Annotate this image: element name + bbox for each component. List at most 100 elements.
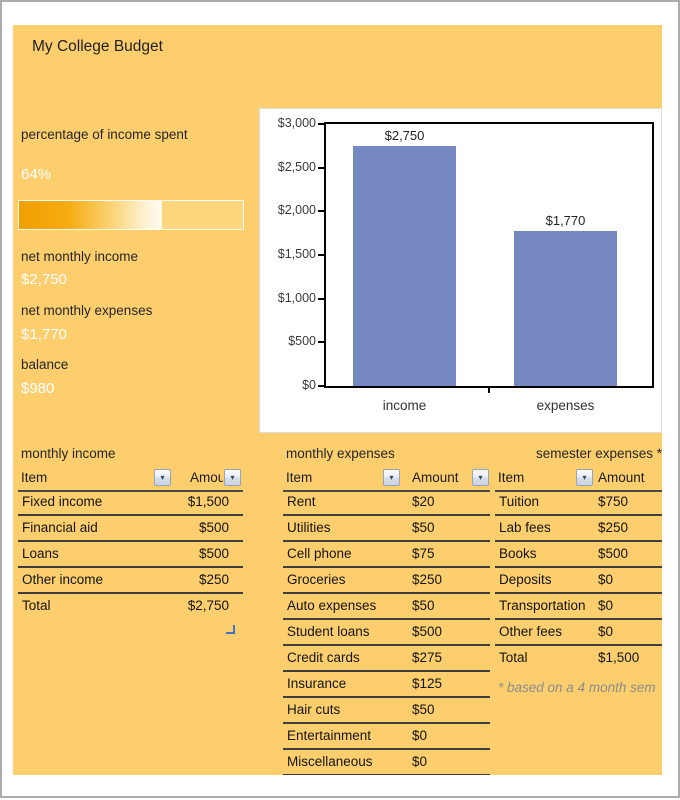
column-header-item: Item <box>286 470 313 485</box>
cell-item[interactable]: Hair cuts <box>287 702 341 717</box>
cell-item[interactable]: Credit cards <box>287 650 360 665</box>
cell-amount[interactable]: $75 <box>412 546 435 561</box>
table-row: Fixed income $1,500 <box>18 490 243 516</box>
expenses-table-rows: Rent $20 Utilities $50 Cell phone $75 Grocerie… <box>283 490 490 775</box>
kpi-income-value: $2,750 <box>21 271 67 288</box>
cell-amount[interactable]: $50 <box>412 702 435 717</box>
cell-item[interactable]: Insurance <box>287 676 347 691</box>
table-row: Auto expenses $50 <box>283 594 490 620</box>
bar-expenses <box>514 231 617 386</box>
column-header-amount: Amount <box>598 470 645 485</box>
semester-table-rows: Tuition $750 Lab fees $250 Books $500 Deposits… <box>495 490 662 672</box>
cell-amount[interactable]: $500 <box>598 546 629 561</box>
cell-item[interactable]: Utilities <box>287 520 331 535</box>
cell-amount[interactable]: $0 <box>412 728 428 743</box>
cell-item[interactable]: Total <box>22 598 51 613</box>
percent-progressbar <box>18 200 244 230</box>
item-filter-button[interactable]: ▾ <box>576 469 593 486</box>
cell-amount[interactable]: $50 <box>412 598 435 613</box>
income-table-header: Item ▾ Amou ▾ <box>18 466 243 492</box>
total-row: Total $1,500 <box>495 646 662 672</box>
x-axis-tick-mark <box>488 388 490 393</box>
table-row: Rent $20 <box>283 490 490 516</box>
cell-item[interactable]: Total <box>499 650 528 665</box>
cell-amount[interactable]: $0 <box>598 624 614 639</box>
table-row: Miscellaneous $0 <box>283 750 490 775</box>
cell-item[interactable]: Cell phone <box>287 546 352 561</box>
cell-item[interactable]: Groceries <box>287 572 346 587</box>
y-axis-tick-mark <box>318 210 324 213</box>
income-table-rows: Fixed income $1,500 Financial aid $500 Loans… <box>18 490 243 620</box>
cell-item[interactable]: Rent <box>287 494 316 509</box>
kpi-balance-label: balance <box>21 357 69 372</box>
table-row: Financial aid $500 <box>18 516 243 542</box>
cell-item[interactable]: Financial aid <box>22 520 98 535</box>
item-filter-button[interactable]: ▾ <box>154 469 171 486</box>
bar-income <box>353 146 456 386</box>
page-title: My College Budget <box>32 38 163 55</box>
item-filter-button[interactable]: ▾ <box>383 469 400 486</box>
cell-item[interactable]: Other income <box>22 572 104 587</box>
semester-note: * based on a 4 month sem <box>498 680 656 695</box>
expenses-table-header: Item ▾ Amount ▾ <box>283 466 490 492</box>
cell-item[interactable]: Loans <box>22 546 59 561</box>
amount-filter-button[interactable]: ▾ <box>224 469 241 486</box>
income-table-caption: monthly income <box>21 446 116 461</box>
table-resize-handle[interactable] <box>226 625 235 634</box>
percent-spent-label: percentage of income spent <box>21 127 188 142</box>
column-header-item: Item <box>21 470 48 485</box>
amount-filter-button[interactable]: ▾ <box>472 469 489 486</box>
cell-amount[interactable]: $2,750 <box>187 598 229 613</box>
y-axis-tick-label: $500 <box>288 334 316 349</box>
table-row: Credit cards $275 <box>283 646 490 672</box>
cell-item[interactable]: Miscellaneous <box>287 754 373 769</box>
cell-item[interactable]: Lab fees <box>499 520 551 535</box>
semester-table-header: Item ▾ Amount <box>495 466 662 492</box>
cell-amount[interactable]: $500 <box>198 546 229 561</box>
cell-item[interactable]: Deposits <box>499 572 552 587</box>
cell-item[interactable]: Fixed income <box>22 494 103 509</box>
cell-item[interactable]: Other fees <box>499 624 563 639</box>
y-axis-tick-label: $3,000 <box>277 116 316 130</box>
cell-item[interactable]: Books <box>499 546 537 561</box>
y-axis-tick-label: $1,000 <box>277 290 316 305</box>
cell-amount[interactable]: $125 <box>412 676 443 691</box>
x-axis-category-label: expenses <box>536 398 595 413</box>
cell-amount[interactable]: $0 <box>412 754 428 769</box>
table-row: Student loans $500 <box>283 620 490 646</box>
cell-amount[interactable]: $250 <box>412 572 443 587</box>
cell-amount[interactable]: $500 <box>198 520 229 535</box>
cell-item[interactable]: Tuition <box>499 494 540 509</box>
cell-amount[interactable]: $50 <box>412 520 435 535</box>
cell-item[interactable]: Transportation <box>499 598 586 613</box>
table-row: Lab fees $250 <box>495 516 662 542</box>
table-row: Books $500 <box>495 542 662 568</box>
cell-amount[interactable]: $750 <box>598 494 629 509</box>
y-axis-tick-label: $0 <box>302 378 316 392</box>
y-axis-tick-label: $2,500 <box>277 159 316 174</box>
semester-table-caption: semester expenses * <box>535 446 662 461</box>
cell-amount[interactable]: $250 <box>598 520 629 535</box>
cell-amount[interactable]: $500 <box>412 624 443 639</box>
table-row: Tuition $750 <box>495 490 662 516</box>
cell-amount[interactable]: $1,500 <box>598 650 640 665</box>
cell-amount[interactable]: $250 <box>198 572 229 587</box>
y-axis-tick-mark <box>318 123 324 125</box>
cell-amount[interactable]: $0 <box>598 598 614 613</box>
budget-panel: My College Budget percentage of income s… <box>13 25 662 775</box>
y-axis-tick-mark <box>318 254 324 256</box>
cell-item[interactable]: Entertainment <box>287 728 372 743</box>
column-header-amount: Amount <box>412 470 459 485</box>
cell-amount[interactable]: $0 <box>598 572 614 587</box>
cell-amount[interactable]: $275 <box>412 650 443 665</box>
kpi-expenses-value: $1,770 <box>21 326 67 343</box>
bar-value-label: $2,750 <box>384 128 425 143</box>
cell-amount[interactable]: $20 <box>412 494 435 509</box>
table-row: Hair cuts $50 <box>283 698 490 724</box>
cell-amount[interactable]: $1,500 <box>187 494 229 509</box>
cell-item[interactable]: Auto expenses <box>287 598 377 613</box>
y-axis-tick-mark <box>318 385 324 387</box>
cell-item[interactable]: Student loans <box>287 624 370 639</box>
kpi-expenses-label: net monthly expenses <box>21 303 153 318</box>
